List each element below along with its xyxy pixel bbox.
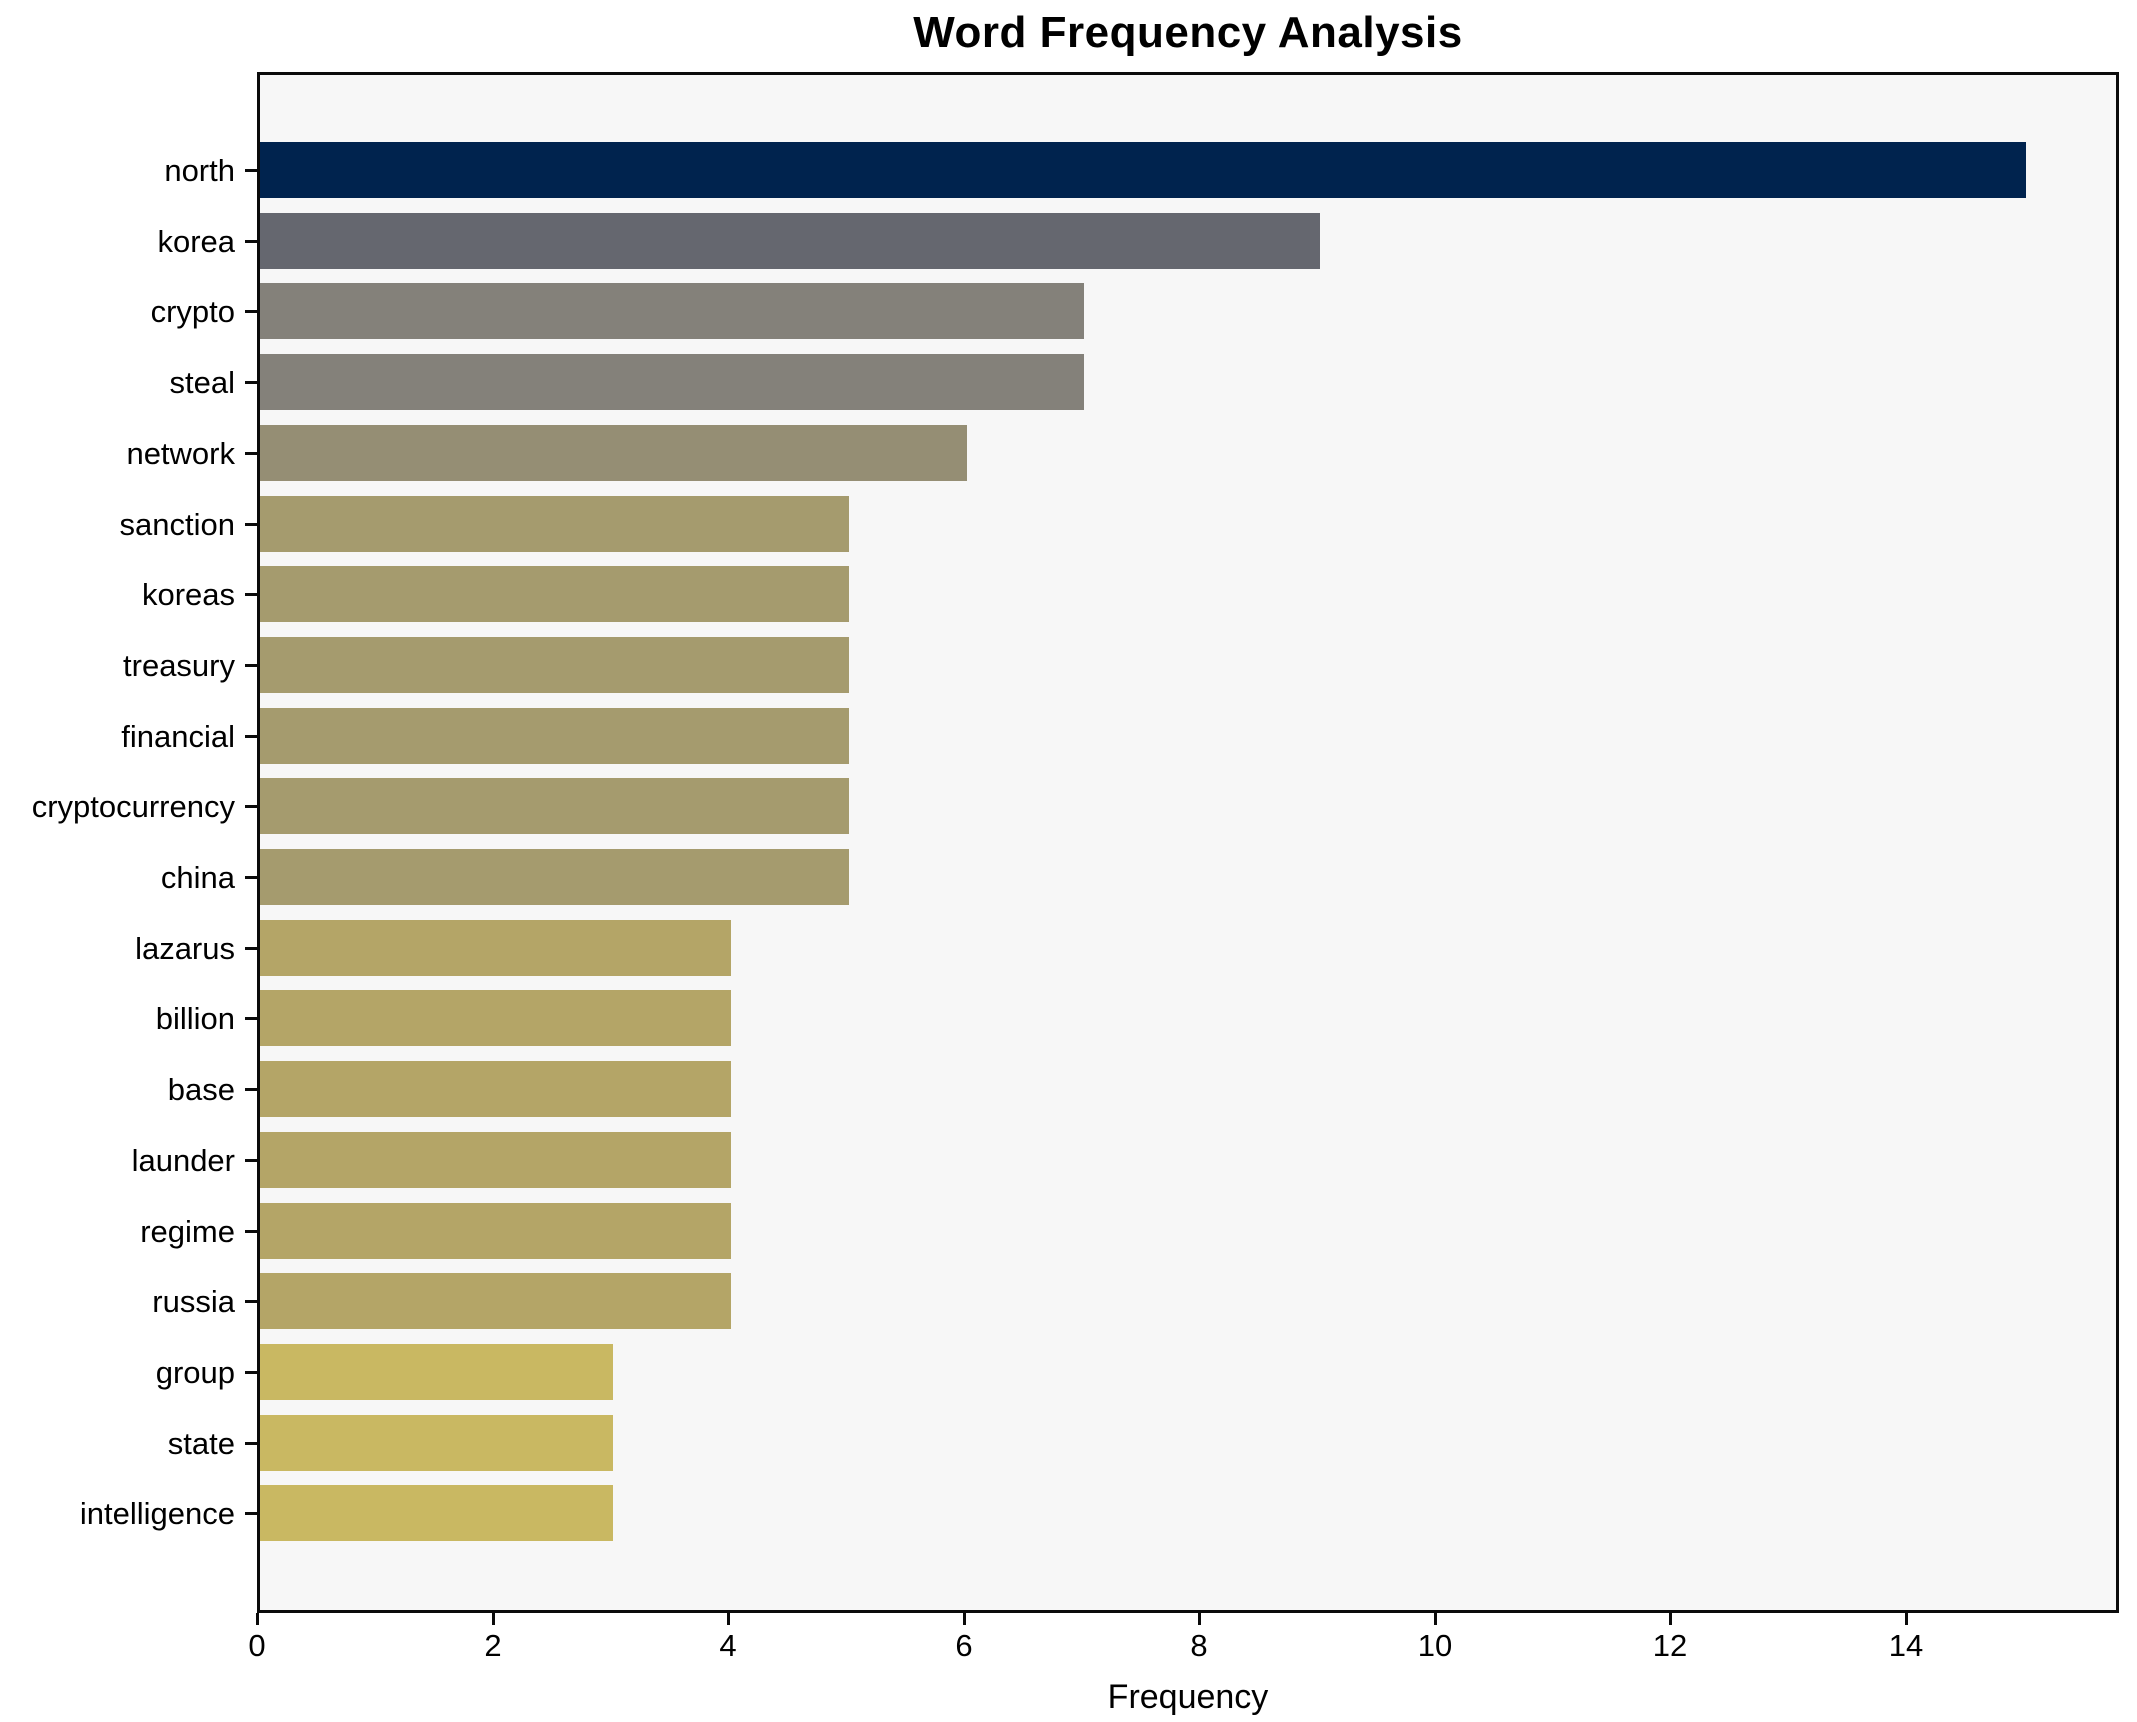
bar-korea: [260, 212, 1320, 269]
x-tick-2: [492, 1613, 495, 1625]
y-tick-north: [245, 169, 257, 172]
y-tick-state: [245, 1442, 257, 1445]
y-label-state: state: [167, 1426, 235, 1461]
x-tick-6: [963, 1613, 966, 1625]
y-tick-launder: [245, 1159, 257, 1162]
y-tick-intelligence: [245, 1512, 257, 1515]
bar-regime: [260, 1202, 731, 1259]
y-label-china: china: [160, 860, 235, 895]
bar-russia: [260, 1273, 731, 1330]
y-tick-treasury: [245, 664, 257, 667]
y-tick-billion: [245, 1017, 257, 1020]
y-tick-financial: [245, 735, 257, 738]
y-label-financial: financial: [121, 719, 235, 754]
y-tick-china: [245, 876, 257, 879]
bar-steal: [260, 354, 1084, 411]
x-tick-4: [727, 1613, 730, 1625]
y-tick-cryptocurrency: [245, 805, 257, 808]
y-label-steal: steal: [169, 365, 235, 400]
y-tick-network: [245, 452, 257, 455]
bar-lazarus: [260, 919, 731, 976]
bar-base: [260, 1061, 731, 1118]
y-tick-regime: [245, 1230, 257, 1233]
x-axis-title: Frequency: [1107, 1678, 1269, 1716]
y-label-crypto: crypto: [150, 294, 235, 329]
x-tick-label-14: 14: [1888, 1628, 1924, 1663]
y-tick-koreas: [245, 593, 257, 596]
bar-intelligence: [260, 1485, 613, 1542]
bar-sanction: [260, 495, 849, 552]
bar-cryptocurrency: [260, 778, 849, 835]
bar-crypto: [260, 283, 1084, 340]
y-label-cryptocurrency: cryptocurrency: [31, 789, 235, 824]
x-tick-label-4: 4: [719, 1628, 737, 1663]
y-label-launder: launder: [131, 1143, 235, 1178]
x-tick-label-12: 12: [1652, 1628, 1688, 1663]
plot-area: [257, 72, 2119, 1613]
x-tick-14: [1905, 1613, 1908, 1625]
y-label-lazarus: lazarus: [135, 931, 235, 966]
bar-north: [260, 142, 2026, 198]
y-label-treasury: treasury: [123, 648, 235, 683]
x-tick-label-2: 2: [484, 1628, 502, 1663]
x-tick-label-0: 0: [248, 1628, 266, 1663]
y-label-koreas: koreas: [141, 577, 235, 612]
bar-treasury: [260, 636, 849, 693]
x-tick-label-10: 10: [1417, 1628, 1453, 1663]
bar-network: [260, 424, 967, 481]
y-tick-crypto: [245, 310, 257, 313]
y-tick-steal: [245, 381, 257, 384]
bar-billion: [260, 990, 731, 1047]
y-tick-base: [245, 1088, 257, 1091]
y-tick-korea: [245, 240, 257, 243]
y-label-korea: korea: [157, 224, 235, 259]
chart-title: Word Frequency Analysis: [913, 8, 1463, 57]
y-tick-russia: [245, 1300, 257, 1303]
y-label-group: group: [155, 1355, 235, 1390]
x-tick-10: [1434, 1613, 1437, 1625]
y-tick-sanction: [245, 523, 257, 526]
y-label-regime: regime: [140, 1214, 235, 1249]
bar-group: [260, 1343, 613, 1400]
y-label-intelligence: intelligence: [79, 1496, 235, 1531]
bar-financial: [260, 707, 849, 764]
x-tick-8: [1198, 1613, 1201, 1625]
bar-launder: [260, 1131, 731, 1188]
y-label-sanction: sanction: [119, 507, 235, 542]
x-tick-label-6: 6: [955, 1628, 973, 1663]
x-tick-12: [1669, 1613, 1672, 1625]
y-label-russia: russia: [152, 1284, 235, 1319]
y-label-network: network: [126, 436, 235, 471]
y-tick-lazarus: [245, 947, 257, 950]
x-tick-0: [256, 1613, 259, 1625]
y-label-billion: billion: [155, 1001, 235, 1036]
y-label-base: base: [167, 1072, 235, 1107]
y-label-north: north: [164, 153, 235, 188]
bar-koreas: [260, 566, 849, 623]
bar-state: [260, 1414, 613, 1471]
y-tick-group: [245, 1371, 257, 1374]
bar-china: [260, 849, 849, 905]
x-tick-label-8: 8: [1190, 1628, 1208, 1663]
